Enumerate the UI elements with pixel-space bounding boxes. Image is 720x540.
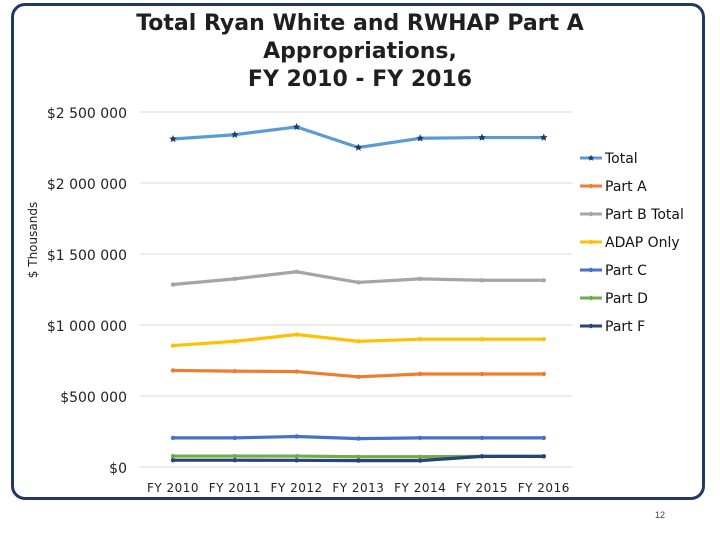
chart-title-line-3: FY 2010 - FY 2016	[247, 67, 473, 92]
legend-label: ADAP Only	[605, 235, 680, 251]
data-point	[232, 368, 237, 374]
y-tick-label: $1 500 000	[47, 248, 127, 264]
data-point	[541, 371, 546, 377]
data-point	[294, 458, 299, 463]
data-point	[232, 339, 237, 344]
data-point	[479, 337, 485, 342]
data-point	[418, 337, 423, 342]
legend-label: Part F	[605, 319, 645, 335]
data-point	[356, 458, 361, 463]
data-point	[479, 278, 485, 283]
data-point	[232, 453, 237, 459]
data-point	[418, 435, 423, 441]
legend-marker	[587, 154, 595, 161]
data-point	[356, 339, 361, 344]
data-point	[541, 454, 546, 459]
data-point	[416, 134, 424, 142]
data-point	[170, 368, 176, 373]
legend-marker	[588, 183, 594, 189]
x-tick-label: FY 2014	[394, 481, 446, 495]
legend-label: Part A	[605, 179, 647, 195]
data-point	[294, 269, 299, 274]
data-point	[232, 276, 237, 282]
slide-frame	[11, 3, 705, 500]
data-point	[170, 453, 176, 459]
x-tick-label: FY 2011	[209, 481, 261, 495]
y-tick-label: $500 000	[60, 390, 127, 406]
chart-title-line-2: Appropriations,	[263, 39, 457, 64]
x-tick-label: FY 2016	[518, 481, 570, 495]
legend-label: Part B Total	[605, 207, 684, 223]
data-point	[541, 435, 546, 441]
data-point	[479, 454, 485, 459]
data-point	[356, 374, 361, 380]
data-point	[294, 434, 299, 439]
data-point	[356, 280, 361, 285]
legend-marker	[588, 239, 594, 245]
data-point	[170, 435, 176, 441]
data-point	[294, 369, 299, 374]
data-point	[232, 457, 237, 463]
y-tick-label: $1 000 000	[47, 319, 127, 335]
legend-marker	[588, 267, 594, 273]
y-tick-label: $2 000 000	[47, 177, 127, 193]
data-point	[232, 435, 237, 441]
data-point	[418, 458, 423, 463]
data-point	[170, 457, 176, 463]
chart-title-line-1: Total Ryan White and RWHAP Part A	[136, 11, 584, 36]
data-point	[169, 135, 177, 143]
x-tick-label: FY 2012	[271, 481, 323, 495]
data-point	[170, 343, 176, 348]
x-tick-label: FY 2013	[332, 481, 384, 495]
data-point	[356, 454, 361, 459]
data-point	[294, 453, 299, 459]
legend-label: Part D	[605, 291, 648, 307]
x-tick-label: FY 2010	[147, 481, 199, 495]
data-point	[541, 337, 546, 342]
y-axis-title: $ Thousands	[26, 202, 40, 278]
legend-marker	[588, 295, 594, 301]
data-point	[292, 122, 301, 131]
page-number: 12	[654, 510, 665, 520]
x-tick-label: FY 2015	[456, 481, 508, 495]
data-point	[418, 371, 423, 377]
legend-label: Total	[604, 151, 638, 167]
legend-marker	[588, 323, 594, 329]
data-point	[354, 143, 363, 151]
data-point	[231, 130, 239, 138]
data-point	[478, 133, 486, 141]
y-tick-label: $0	[109, 461, 127, 477]
y-tick-label: $2 500 000	[47, 106, 127, 122]
data-point	[170, 282, 176, 287]
data-point	[540, 133, 548, 141]
data-point	[294, 332, 299, 337]
chart-title: Total Ryan White and RWHAP Part A Approp…	[110, 10, 610, 94]
data-point	[541, 278, 546, 283]
legend-label: Part C	[605, 263, 647, 279]
data-point	[418, 454, 423, 459]
data-point	[418, 276, 423, 282]
data-point	[479, 435, 485, 441]
data-point	[479, 371, 485, 377]
legend-marker	[588, 211, 594, 217]
data-point	[356, 436, 361, 441]
